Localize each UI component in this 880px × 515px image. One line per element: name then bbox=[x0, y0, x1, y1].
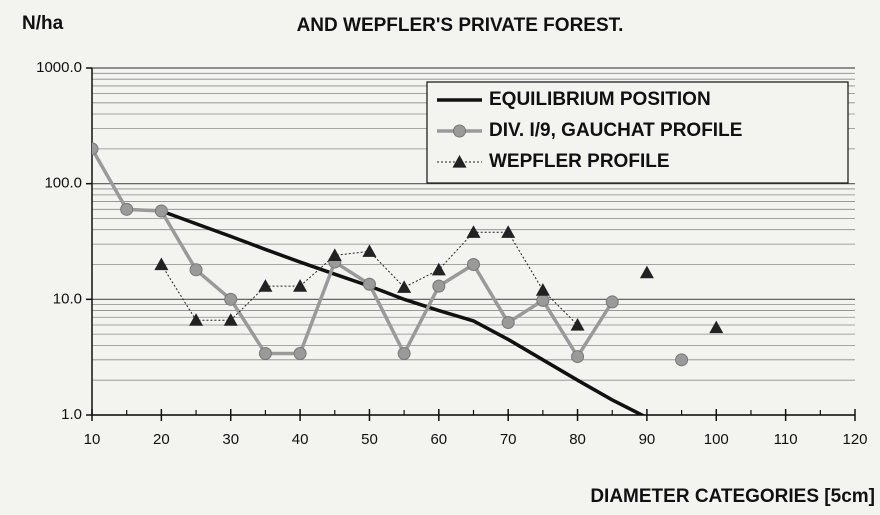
point bbox=[224, 292, 238, 306]
legend-label: WEPFLER PROFILE bbox=[489, 151, 670, 172]
point bbox=[536, 293, 550, 307]
point bbox=[293, 279, 308, 292]
x-tick-label: 100 bbox=[704, 431, 729, 448]
point bbox=[467, 258, 480, 272]
plot-area bbox=[92, 142, 724, 415]
point bbox=[120, 202, 134, 216]
x-axis-label: DIAMETER CATEGORIES [5cm] bbox=[590, 486, 875, 507]
point bbox=[571, 350, 585, 364]
series-line bbox=[160, 209, 646, 415]
point bbox=[431, 262, 446, 276]
x-tick-label: 70 bbox=[500, 431, 517, 448]
legend-marker bbox=[453, 124, 466, 138]
point bbox=[189, 313, 204, 326]
y-tick-label: 100.0 bbox=[44, 175, 82, 192]
point bbox=[258, 347, 272, 361]
legend-box bbox=[426, 81, 849, 184]
point bbox=[639, 265, 654, 279]
chart-title: AND WEPFLER'S PRIVATE FOREST. bbox=[297, 15, 624, 36]
y-axis-label: N/ha bbox=[22, 13, 64, 34]
y-tick-label: 1000.0 bbox=[36, 59, 82, 76]
x-tick-label: 60 bbox=[430, 431, 447, 448]
x-tick-label: 80 bbox=[569, 431, 586, 448]
point bbox=[570, 317, 585, 331]
point bbox=[501, 225, 516, 238]
point bbox=[154, 257, 169, 271]
point bbox=[92, 142, 99, 156]
legend-marker bbox=[452, 155, 467, 168]
point bbox=[327, 248, 342, 261]
point bbox=[293, 347, 307, 361]
x-tick-label: 50 bbox=[361, 431, 378, 448]
point bbox=[189, 263, 203, 277]
point bbox=[223, 313, 238, 326]
x-tick-label: 20 bbox=[153, 431, 170, 448]
point bbox=[432, 279, 446, 293]
x-tick-label: 40 bbox=[292, 431, 309, 448]
point bbox=[501, 316, 515, 330]
x-tick-label: 30 bbox=[222, 431, 239, 448]
point bbox=[362, 277, 376, 291]
y-tick-label: 10.0 bbox=[53, 290, 82, 307]
y-tick-label: 1.0 bbox=[61, 406, 82, 423]
point bbox=[675, 353, 689, 367]
legend-label: EQUILIBRIUM POSITION bbox=[489, 89, 711, 110]
point bbox=[605, 295, 619, 309]
point bbox=[362, 244, 377, 257]
x-tick-label: 90 bbox=[639, 431, 656, 448]
point bbox=[154, 204, 168, 218]
legend-label: DIV. I/9, GAUCHAT PROFILE bbox=[489, 120, 742, 141]
point bbox=[535, 283, 550, 296]
point bbox=[258, 279, 273, 292]
x-tick-label: 120 bbox=[842, 431, 867, 448]
x-tick-label: 110 bbox=[774, 431, 798, 448]
point bbox=[466, 225, 481, 238]
x-tick-label: 10 bbox=[84, 431, 101, 448]
point bbox=[709, 320, 724, 334]
point bbox=[397, 347, 411, 361]
point bbox=[397, 280, 412, 293]
